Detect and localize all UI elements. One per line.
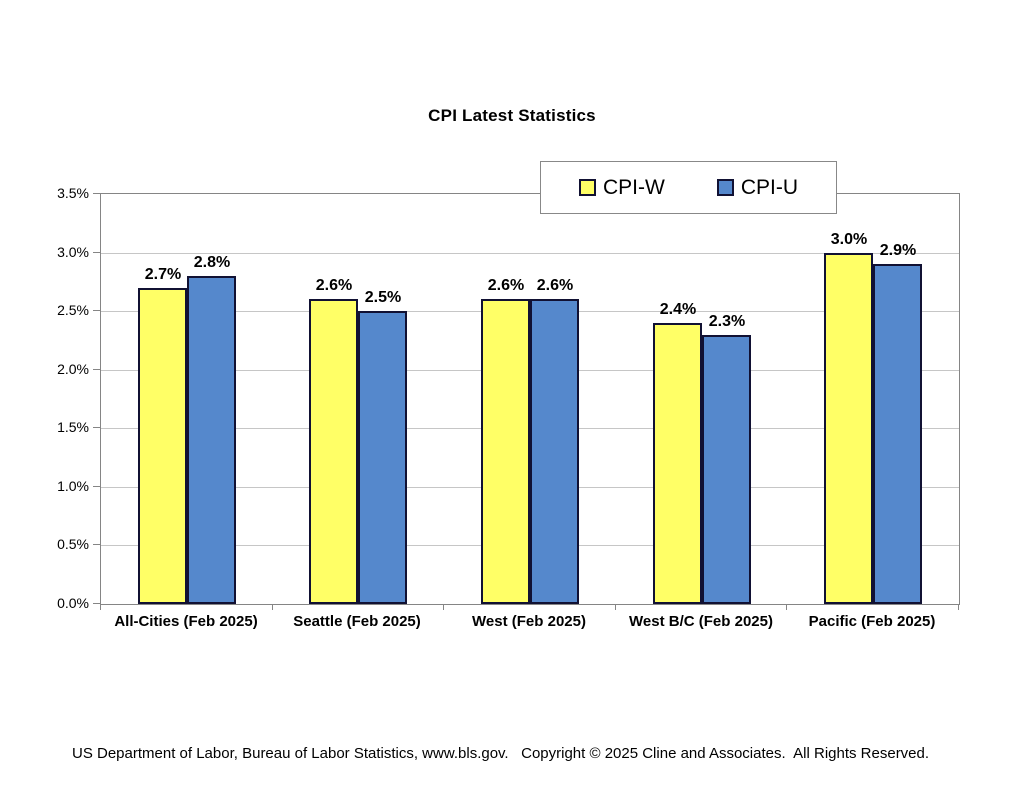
- y-axis-tick-label: 3.0%: [57, 243, 89, 260]
- y-axis-tick-label: 1.5%: [57, 419, 89, 436]
- bar-cpi-u-2: [530, 299, 579, 604]
- y-axis-tick-label: 3.5%: [57, 185, 89, 201]
- bar-cpi-u-3: [702, 335, 751, 604]
- bar-value-label: 2.6%: [315, 277, 353, 294]
- x-axis-tick: [958, 604, 959, 610]
- bar-value-label: 2.7%: [144, 266, 182, 283]
- bar-value-label: 3.0%: [830, 231, 868, 248]
- y-axis-tick: [93, 368, 100, 370]
- x-axis-category-label: West (Feb 2025): [472, 613, 586, 630]
- legend-item-cpi-u: CPI-U: [716, 175, 798, 200]
- x-axis-category-label: All-Cities (Feb 2025): [114, 613, 258, 630]
- x-axis-tick: [100, 604, 101, 610]
- x-axis-tick: [443, 604, 444, 610]
- gridline: [101, 252, 959, 254]
- bar-cpi-u-1: [358, 311, 407, 604]
- bar-cpi-w-0: [138, 288, 187, 604]
- chart-title: CPI Latest Statistics: [428, 106, 596, 125]
- y-axis-tick: [93, 310, 100, 312]
- y-axis-tick-label: 1.0%: [57, 477, 89, 494]
- y-axis-tick-label: 2.5%: [57, 302, 89, 319]
- x-axis-tick: [615, 604, 616, 610]
- legend-label-cpi-u: CPI-U: [740, 175, 798, 199]
- y-axis-tick: [93, 427, 100, 429]
- footer-text: US Department of Labor, Bureau of Labor …: [72, 745, 930, 762]
- plot-area: 2.7% 2.8% 2.6% 2.5% 2.6% 2.6% 2.4% 2.3% 3.0% 2.9%: [100, 193, 960, 605]
- x-axis-tick: [272, 604, 273, 610]
- bar-value-label: 2.9%: [879, 242, 917, 259]
- bar-value-label: 2.4%: [659, 301, 697, 318]
- bar-value-label: 2.6%: [536, 277, 574, 294]
- legend-item-cpi-w: CPI-W: [579, 176, 665, 200]
- legend-label-cpi-w: CPI-W: [603, 175, 665, 199]
- bar-cpi-w-3: [653, 323, 702, 604]
- bar-cpi-w-4: [824, 253, 873, 604]
- y-axis-tick-label: 0.0%: [57, 595, 89, 611]
- bar-cpi-w-2: [481, 299, 530, 604]
- legend: CPI-W CPI-U: [540, 161, 837, 214]
- bar-cpi-u-4: [873, 264, 922, 604]
- y-axis-tick-label: 0.5%: [57, 536, 89, 553]
- x-axis-category-label: Pacific (Feb 2025): [808, 613, 936, 630]
- x-axis-category-label: Seattle (Feb 2025): [293, 613, 421, 630]
- bar-value-label: 2.6%: [487, 277, 525, 294]
- y-axis-tick: [93, 603, 100, 604]
- bar-cpi-u-0: [187, 276, 236, 604]
- legend-swatch-cpi-w: [579, 179, 596, 196]
- y-axis-tick: [93, 251, 100, 253]
- bar-value-label: 2.3%: [708, 313, 746, 330]
- x-axis-category-label: West B/C (Feb 2025): [629, 613, 773, 630]
- bar-cpi-w-1: [309, 299, 358, 604]
- x-axis-tick: [786, 604, 787, 610]
- y-axis-tick: [93, 193, 100, 194]
- bar-value-label: 2.5%: [364, 289, 402, 306]
- y-axis-tick-label: 2.0%: [57, 360, 89, 377]
- y-axis-tick: [93, 544, 100, 546]
- y-axis-tick: [93, 485, 100, 487]
- legend-swatch-cpi-u: [716, 179, 734, 196]
- bar-value-label: 2.8%: [193, 254, 231, 271]
